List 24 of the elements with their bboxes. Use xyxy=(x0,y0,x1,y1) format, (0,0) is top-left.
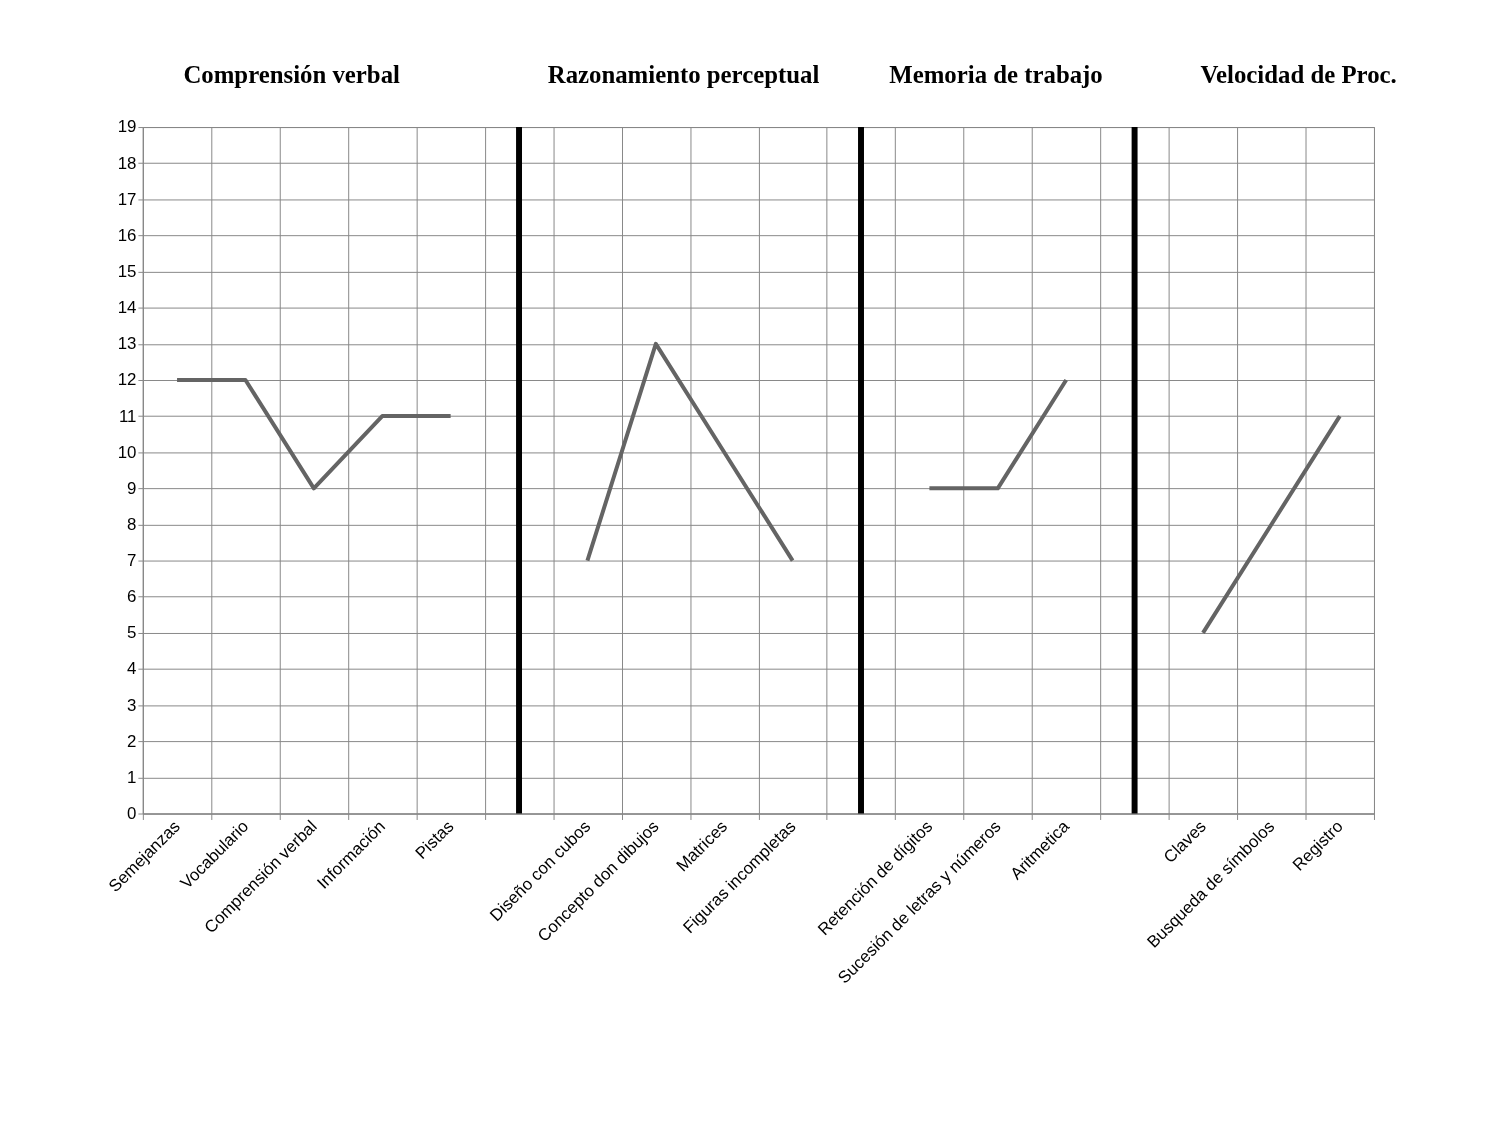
y-tick-label: 10 xyxy=(117,442,137,462)
y-tick-label: 2 xyxy=(127,731,137,751)
y-tick-label: 4 xyxy=(127,659,137,679)
y-tick-label: 19 xyxy=(117,117,137,137)
y-tick-label: 0 xyxy=(127,803,137,823)
y-tick-label: 17 xyxy=(117,189,137,209)
y-tick-label: 7 xyxy=(127,551,137,571)
y-tick-label: 6 xyxy=(127,587,137,607)
text: Razonamiento perceptual xyxy=(547,61,820,89)
y-tick-label: 12 xyxy=(117,370,137,390)
y-tick-label: 16 xyxy=(117,225,137,245)
y-tick-label: 5 xyxy=(127,623,137,643)
y-tick-label: 8 xyxy=(127,514,137,534)
y-tick-label: 14 xyxy=(117,298,137,318)
y-tick-label: 15 xyxy=(117,262,137,282)
y-tick-label: 3 xyxy=(127,695,137,715)
y-tick-label: 11 xyxy=(118,406,137,426)
y-tick-label: 13 xyxy=(117,334,137,354)
y-tick-label: 1 xyxy=(127,767,137,787)
y-tick-label: 9 xyxy=(127,478,137,498)
text: Memoria de trabajo xyxy=(889,61,1103,89)
text: Velocidad de Proc. xyxy=(1200,61,1397,89)
text: Comprensión verbal xyxy=(183,61,401,89)
y-tick-label: 18 xyxy=(117,153,137,173)
